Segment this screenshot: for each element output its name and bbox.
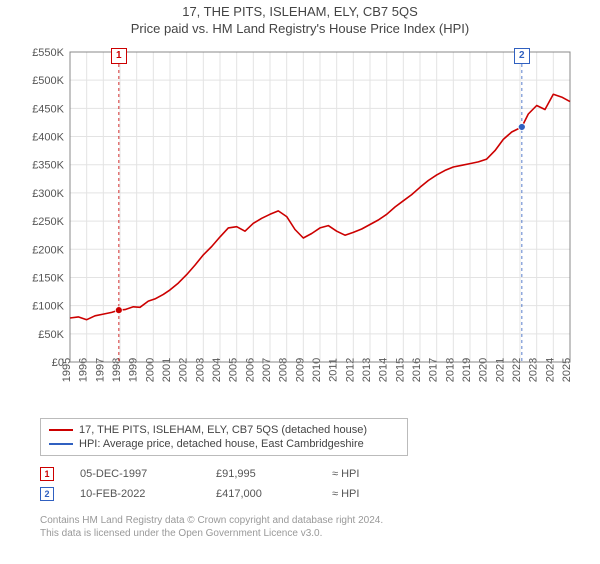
svg-text:1997: 1997 <box>94 358 106 382</box>
svg-text:2019: 2019 <box>461 358 473 382</box>
svg-text:£300K: £300K <box>32 188 64 200</box>
svg-text:1995: 1995 <box>61 358 73 382</box>
legend-swatch <box>49 443 73 445</box>
sales-table: 1 05-DEC-1997 £91,995 ≈ HPI 2 10-FEB-2022 £417… <box>40 464 600 504</box>
sale-note: ≈ HPI <box>332 468 359 480</box>
legend-item: 17, THE PITS, ISLEHAM, ELY, CB7 5QS (det… <box>49 423 399 437</box>
legend-label: HPI: Average price, detached house, East… <box>79 438 364 450</box>
sale-marker-icon: 1 <box>40 467 54 481</box>
svg-text:£550K: £550K <box>32 47 64 59</box>
footer-attribution: Contains HM Land Registry data © Crown c… <box>40 514 600 540</box>
svg-text:£450K: £450K <box>32 103 64 115</box>
svg-text:£150K: £150K <box>32 272 64 284</box>
svg-text:2004: 2004 <box>211 358 223 382</box>
svg-text:2016: 2016 <box>411 358 423 382</box>
svg-text:2002: 2002 <box>178 358 190 382</box>
svg-text:2010: 2010 <box>311 358 323 382</box>
svg-text:£100K: £100K <box>32 301 64 313</box>
svg-text:2021: 2021 <box>494 358 506 382</box>
svg-text:2015: 2015 <box>394 358 406 382</box>
svg-text:£500K: £500K <box>32 75 64 87</box>
sale-marker-icon: 2 <box>40 487 54 501</box>
svg-text:2008: 2008 <box>278 358 290 382</box>
svg-text:£50K: £50K <box>38 329 64 341</box>
legend-swatch <box>49 429 73 431</box>
sale-price: £91,995 <box>216 468 306 480</box>
page-title-line1: 17, THE PITS, ISLEHAM, ELY, CB7 5QS <box>0 4 600 19</box>
price-chart: £0£50K£100K£150K£200K£250K£300K£350K£400… <box>20 42 580 412</box>
svg-text:£350K: £350K <box>32 160 64 172</box>
legend-item: HPI: Average price, detached house, East… <box>49 437 399 451</box>
sale-date: 10-FEB-2022 <box>80 488 190 500</box>
svg-text:2022: 2022 <box>511 358 523 382</box>
sale-price: £417,000 <box>216 488 306 500</box>
sale-note: ≈ HPI <box>332 488 359 500</box>
page-title-line2: Price paid vs. HM Land Registry's House … <box>0 21 600 36</box>
svg-text:2014: 2014 <box>378 358 390 382</box>
sale-row: 1 05-DEC-1997 £91,995 ≈ HPI <box>40 464 600 484</box>
svg-text:2001: 2001 <box>161 358 173 382</box>
svg-text:2024: 2024 <box>544 358 556 382</box>
svg-text:£250K: £250K <box>32 216 64 228</box>
svg-text:2005: 2005 <box>228 358 240 382</box>
sale-row: 2 10-FEB-2022 £417,000 ≈ HPI <box>40 484 600 504</box>
svg-text:2023: 2023 <box>528 358 540 382</box>
legend: 17, THE PITS, ISLEHAM, ELY, CB7 5QS (det… <box>40 418 408 456</box>
svg-text:2017: 2017 <box>428 358 440 382</box>
svg-text:£200K: £200K <box>32 244 64 256</box>
svg-text:1999: 1999 <box>128 358 140 382</box>
svg-text:1998: 1998 <box>111 358 123 382</box>
sale-date: 05-DEC-1997 <box>80 468 190 480</box>
svg-text:2009: 2009 <box>294 358 306 382</box>
svg-text:2007: 2007 <box>261 358 273 382</box>
svg-text:1996: 1996 <box>78 358 90 382</box>
svg-text:2018: 2018 <box>444 358 456 382</box>
svg-text:2013: 2013 <box>361 358 373 382</box>
svg-text:2003: 2003 <box>194 358 206 382</box>
chart-svg: £0£50K£100K£150K£200K£250K£300K£350K£400… <box>20 42 580 412</box>
footer-line1: Contains HM Land Registry data © Crown c… <box>40 514 600 527</box>
sale-marker-1: 1 <box>111 48 127 64</box>
svg-text:£400K: £400K <box>32 132 64 144</box>
svg-text:2025: 2025 <box>561 358 573 382</box>
svg-text:2000: 2000 <box>144 358 156 382</box>
svg-text:2012: 2012 <box>344 358 356 382</box>
sale-marker-2: 2 <box>514 48 530 64</box>
svg-text:2006: 2006 <box>244 358 256 382</box>
footer-line2: This data is licensed under the Open Gov… <box>40 527 600 540</box>
svg-text:2020: 2020 <box>478 358 490 382</box>
legend-label: 17, THE PITS, ISLEHAM, ELY, CB7 5QS (det… <box>79 424 367 436</box>
